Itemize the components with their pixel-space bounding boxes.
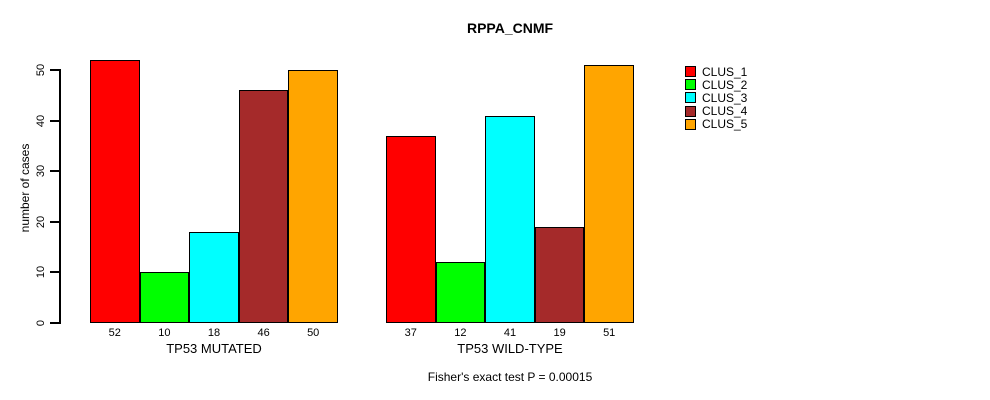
bar-value-label: 12 (454, 327, 467, 339)
y-tick (50, 271, 59, 274)
bar-value-label: 52 (108, 327, 121, 339)
legend-label-clus-3: CLUS_3 (702, 90, 748, 105)
y-axis-line (59, 69, 61, 324)
x-category-label: TP53 WILD-TYPE (457, 341, 563, 356)
legend-swatch-clus-3 (685, 92, 696, 104)
y-tick (50, 220, 59, 223)
bar-value-label: 18 (207, 327, 221, 339)
bar-value-label: 10 (158, 327, 171, 339)
legend-label-clus-5: CLUS_5 (702, 117, 748, 132)
legend-swatch-clus-2 (685, 79, 696, 91)
y-tick-label: 10 (35, 266, 47, 279)
bar-clus-4 (534, 226, 585, 323)
bar-value-label: 19 (553, 327, 566, 339)
x-category-label: TP53 MUTATED (166, 341, 262, 356)
chart-title: RPPA_CNMF (466, 20, 554, 36)
y-tick-label: 0 (35, 319, 47, 327)
legend-swatch-clus-1 (685, 66, 696, 77)
bar-value-label: 50 (307, 327, 320, 339)
bar-clus-3 (189, 231, 239, 323)
bar-value-label: 41 (503, 327, 517, 339)
bar-clus-4 (238, 90, 289, 323)
bar-clus-5 (288, 70, 338, 323)
legend-label-clus-4: CLUS_4 (702, 104, 748, 119)
bar-clus-2 (139, 272, 190, 323)
y-tick (50, 322, 59, 324)
legend-label-clus-1: CLUS_1 (702, 64, 748, 79)
y-tick (50, 69, 59, 71)
legend-label-clus-2: CLUS_2 (702, 77, 748, 92)
bar-clus-5 (584, 64, 634, 323)
bar-clus-1 (386, 135, 436, 323)
legend-swatch-clus-4 (685, 105, 696, 117)
bar-clus-1 (90, 59, 140, 323)
bar-value-label: 46 (257, 327, 270, 339)
y-axis-title: number of cases (18, 143, 32, 233)
bar-clus-3 (485, 115, 535, 323)
y-tick-label: 40 (35, 114, 47, 127)
bar-clus-2 (435, 262, 486, 323)
y-tick-label: 50 (35, 63, 47, 77)
y-tick (50, 119, 59, 122)
bar-value-label: 51 (603, 327, 616, 339)
y-tick-label: 30 (35, 165, 47, 178)
y-tick (50, 170, 59, 173)
fisher-test-annotation: Fisher's exact test P = 0.00015 (427, 370, 593, 384)
y-tick-label: 20 (35, 215, 47, 228)
legend-swatch-clus-5 (685, 118, 696, 130)
bar-value-label: 37 (404, 327, 417, 339)
